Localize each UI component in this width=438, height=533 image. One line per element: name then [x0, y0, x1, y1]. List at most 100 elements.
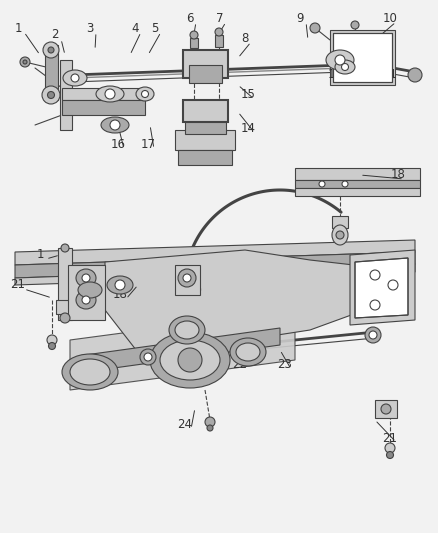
Ellipse shape: [78, 282, 102, 298]
Ellipse shape: [236, 343, 260, 361]
Text: 9: 9: [296, 12, 304, 25]
Polygon shape: [330, 30, 395, 85]
Circle shape: [369, 331, 377, 339]
Text: 12: 12: [357, 61, 372, 75]
Circle shape: [335, 55, 345, 65]
Circle shape: [386, 451, 393, 458]
Circle shape: [82, 274, 90, 282]
Ellipse shape: [178, 269, 196, 287]
Text: 13: 13: [328, 69, 343, 82]
Bar: [56, 300, 74, 314]
Circle shape: [310, 23, 320, 33]
Text: 14: 14: [240, 122, 255, 134]
Circle shape: [47, 335, 57, 345]
Polygon shape: [85, 328, 280, 372]
Bar: [183, 50, 228, 78]
Circle shape: [82, 296, 90, 304]
Ellipse shape: [62, 354, 118, 390]
Circle shape: [60, 313, 70, 323]
Text: 5: 5: [151, 21, 159, 35]
Ellipse shape: [160, 340, 220, 380]
Circle shape: [381, 404, 391, 414]
Circle shape: [336, 231, 344, 239]
Text: 3: 3: [86, 21, 94, 35]
Circle shape: [71, 74, 79, 82]
Ellipse shape: [43, 42, 59, 58]
Ellipse shape: [169, 316, 205, 344]
Text: 19: 19: [360, 279, 375, 292]
Polygon shape: [58, 248, 72, 320]
Bar: [375, 400, 397, 418]
Circle shape: [49, 343, 56, 350]
Circle shape: [47, 92, 54, 99]
Polygon shape: [295, 180, 420, 188]
Polygon shape: [178, 150, 232, 165]
Text: 6: 6: [186, 12, 194, 25]
Ellipse shape: [107, 276, 133, 294]
Text: 16: 16: [110, 139, 126, 151]
Text: 20: 20: [187, 284, 202, 296]
Circle shape: [20, 57, 30, 67]
Text: 22: 22: [233, 359, 247, 372]
Text: 7: 7: [216, 12, 224, 25]
Text: 18: 18: [113, 288, 127, 302]
Text: 1: 1: [36, 248, 44, 262]
Ellipse shape: [150, 332, 230, 388]
Circle shape: [205, 417, 215, 427]
Bar: [175, 265, 200, 295]
Circle shape: [110, 120, 120, 130]
Polygon shape: [15, 240, 415, 265]
Circle shape: [48, 47, 54, 53]
Text: 24: 24: [177, 418, 192, 432]
Circle shape: [370, 300, 380, 310]
Text: 2: 2: [51, 28, 59, 42]
Ellipse shape: [70, 359, 110, 385]
Polygon shape: [15, 264, 415, 285]
Ellipse shape: [326, 50, 354, 70]
Polygon shape: [62, 100, 145, 115]
Polygon shape: [175, 130, 235, 150]
Circle shape: [141, 91, 148, 98]
Polygon shape: [105, 250, 385, 370]
Text: 1: 1: [14, 21, 22, 35]
Polygon shape: [68, 265, 105, 320]
Bar: [183, 100, 228, 122]
Circle shape: [144, 353, 152, 361]
Ellipse shape: [230, 338, 266, 366]
Circle shape: [215, 28, 223, 36]
Bar: [215, 35, 223, 47]
Circle shape: [105, 89, 115, 99]
Ellipse shape: [101, 117, 129, 133]
Polygon shape: [70, 310, 295, 390]
Circle shape: [408, 68, 422, 82]
Text: 10: 10: [382, 12, 397, 25]
Ellipse shape: [332, 225, 348, 245]
Circle shape: [351, 21, 359, 29]
Polygon shape: [295, 188, 420, 196]
Polygon shape: [60, 60, 72, 130]
Ellipse shape: [76, 269, 96, 287]
Bar: [332, 216, 348, 228]
Circle shape: [140, 349, 156, 365]
Text: 21: 21: [382, 432, 398, 445]
Text: 21: 21: [11, 279, 25, 292]
Ellipse shape: [76, 291, 96, 309]
Ellipse shape: [175, 321, 199, 339]
Bar: [185, 122, 226, 134]
Circle shape: [178, 348, 202, 372]
Text: 4: 4: [131, 21, 139, 35]
Bar: [189, 65, 222, 83]
Ellipse shape: [335, 60, 355, 74]
Circle shape: [183, 274, 191, 282]
Circle shape: [365, 327, 381, 343]
Circle shape: [207, 425, 213, 431]
Circle shape: [319, 181, 325, 187]
Circle shape: [190, 31, 198, 39]
Ellipse shape: [42, 86, 60, 104]
Polygon shape: [350, 250, 415, 325]
Polygon shape: [295, 168, 420, 180]
Ellipse shape: [96, 86, 124, 102]
Circle shape: [370, 270, 380, 280]
Polygon shape: [333, 33, 392, 82]
Circle shape: [342, 181, 348, 187]
